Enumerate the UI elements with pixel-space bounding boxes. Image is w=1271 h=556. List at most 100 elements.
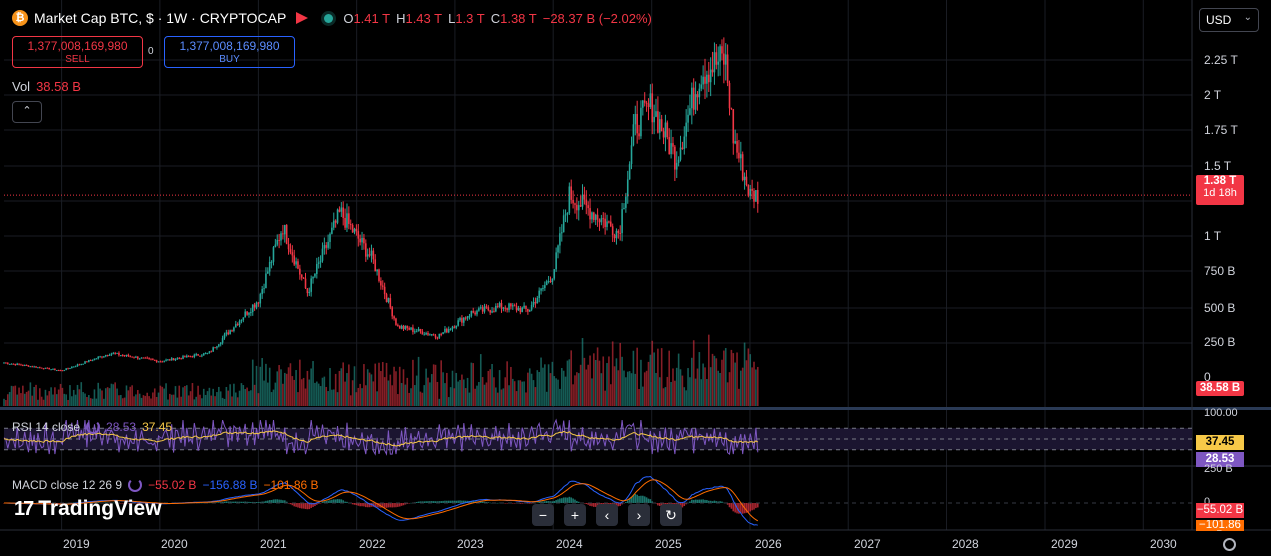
candle-body [538, 290, 540, 298]
volume-bar [329, 368, 331, 406]
volume-bar [99, 388, 101, 406]
settings-gear-icon[interactable] [1223, 538, 1236, 551]
volume-value: 38.58 B [36, 79, 81, 94]
volume-bar [174, 386, 177, 406]
volume-bar [287, 367, 290, 406]
macd-histogram-bar [202, 502, 205, 504]
candle-body [528, 309, 531, 312]
macd-histogram-bar [304, 503, 307, 509]
currency-select[interactable]: USD ⌄ [1199, 8, 1259, 32]
candle-body [84, 361, 86, 364]
candle-body [114, 353, 116, 355]
volume-bar [180, 396, 182, 406]
volume-bar [400, 383, 403, 406]
candle-body [248, 312, 250, 315]
volume-bar [142, 395, 145, 406]
reset-chart-button[interactable]: ↻ [660, 504, 682, 526]
candle-body [721, 46, 723, 54]
macd-histogram-bar [446, 500, 448, 503]
collapse-legend-button[interactable]: ⌃ [12, 101, 42, 123]
symbol-legend: ₿ Market Cap BTC, $ · 1W · CRYPTOCAP O1.… [12, 10, 652, 26]
candle-body [65, 368, 67, 371]
macd-histogram-bar [464, 500, 467, 503]
macd-histogram-bar [365, 503, 367, 508]
candle-body [723, 53, 725, 65]
volume-bar [429, 382, 431, 406]
volume-bar [470, 362, 473, 406]
volume-bar [157, 392, 160, 406]
macd-histogram-bar [344, 501, 346, 503]
macd-axis-zero: 0 [1204, 496, 1211, 508]
macd-histogram-bar [259, 501, 262, 503]
candle-body [423, 334, 426, 336]
volume-bar [530, 373, 533, 406]
macd-histogram-bar [721, 501, 723, 503]
volume-bar [498, 370, 501, 406]
zoom-out-button[interactable]: − [532, 504, 554, 526]
candle-body [425, 333, 427, 335]
volume-bar [189, 391, 192, 406]
zoom-in-button[interactable]: + [564, 504, 586, 526]
volume-bar [638, 389, 640, 406]
candle-body [331, 227, 333, 234]
volume-bar [299, 359, 301, 406]
scroll-left-button[interactable]: ‹ [596, 504, 618, 526]
macd-histogram-bar [577, 501, 580, 503]
time-axis-label: 2023 [457, 537, 484, 551]
candle-body [59, 370, 62, 372]
macd-histogram-bar [267, 500, 269, 503]
candle-body [393, 316, 395, 319]
candle-body [625, 196, 627, 208]
candle-body [270, 261, 273, 263]
volume-bar [730, 349, 733, 406]
candle-body [50, 369, 52, 371]
macd-histogram-bar [625, 501, 627, 503]
candle-body [555, 252, 557, 270]
macd-histogram-bar [429, 501, 431, 503]
volume-bar [323, 376, 326, 406]
volume-bar [29, 382, 32, 406]
volume-bar [755, 369, 757, 406]
scroll-right-button[interactable]: › [628, 504, 650, 526]
volume-bar [238, 390, 241, 406]
macd-histogram-bar [576, 500, 578, 503]
macd-histogram-bar [557, 499, 559, 503]
macd-histogram-bar [283, 500, 286, 503]
macd-histogram-bar [415, 501, 418, 503]
volume-bar [591, 378, 593, 406]
symbol-title[interactable]: Market Cap BTC, $ · 1W · CRYPTOCAP [34, 10, 287, 26]
volume-bar [155, 396, 158, 406]
volume-bar [370, 374, 373, 406]
volume-bar [570, 350, 573, 406]
sell-button[interactable]: 1,377,008,169,980 SELL [12, 36, 143, 68]
macd-histogram-bar [632, 495, 635, 503]
volume-bar [408, 392, 410, 406]
tradingview-logo[interactable]: 17 TradingView [14, 497, 162, 521]
candle-body [587, 205, 589, 209]
candle-body [39, 367, 41, 369]
candle-body [357, 231, 360, 239]
candle-body [408, 328, 410, 330]
volume-bar [20, 393, 22, 406]
rsi-ma-line [3, 430, 759, 447]
candle-body [199, 355, 201, 357]
macd-histogram-bar [251, 501, 254, 503]
candle-body [598, 219, 601, 223]
time-axis-label: 2028 [952, 537, 979, 551]
candle-body [80, 363, 83, 365]
candle-body [594, 214, 597, 220]
candle-body [348, 213, 350, 224]
flag-icon[interactable] [296, 12, 309, 24]
candle-body [195, 354, 198, 356]
candle-body [46, 367, 49, 369]
buy-button[interactable]: 1,377,008,169,980 BUY [164, 36, 295, 68]
macd-histogram-bar [713, 500, 716, 503]
volume-bar [617, 370, 620, 406]
volume-bar [504, 377, 507, 406]
candle-body [410, 327, 412, 330]
macd-histogram-bar [208, 502, 211, 504]
candle-body [414, 331, 416, 333]
current-price-tag: 1.38 T 1d 18h [1196, 175, 1244, 205]
macd-histogram-bar [201, 502, 203, 504]
